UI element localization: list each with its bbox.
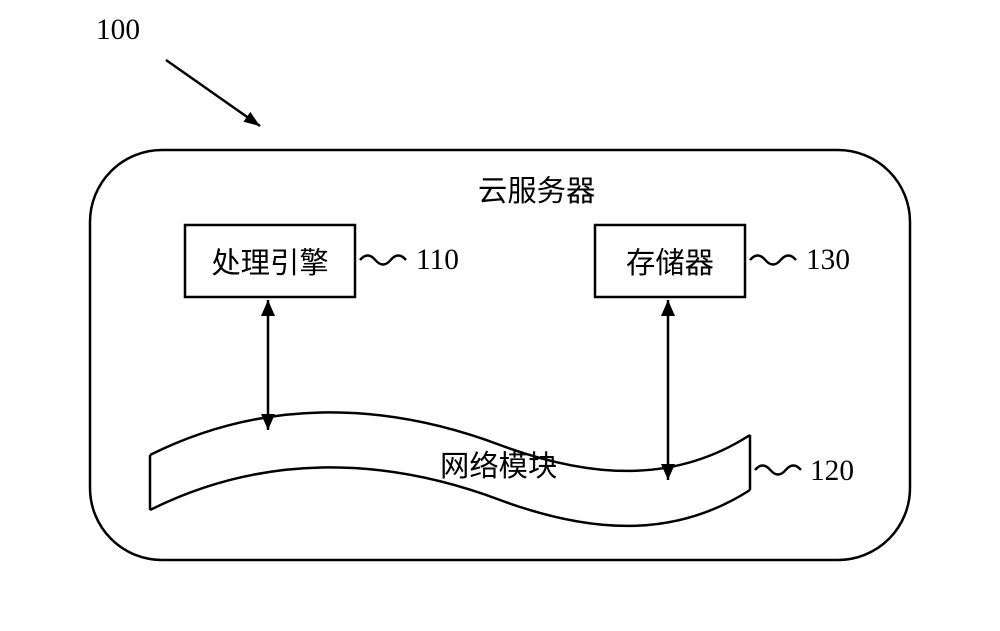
ref-100-label: 100 — [96, 14, 140, 47]
storage-ref-label: 130 — [806, 244, 850, 277]
ribbon-ref-label: 120 — [810, 455, 854, 488]
engine-ref-label: 110 — [416, 244, 459, 277]
storage-box-label: 存储器 — [595, 225, 745, 297]
diagram-svg — [0, 0, 1000, 631]
container-title: 云服务器 — [478, 168, 595, 210]
engine-box-label: 处理引擎 — [185, 225, 355, 297]
ribbon-label: 网络模块 — [440, 443, 557, 485]
